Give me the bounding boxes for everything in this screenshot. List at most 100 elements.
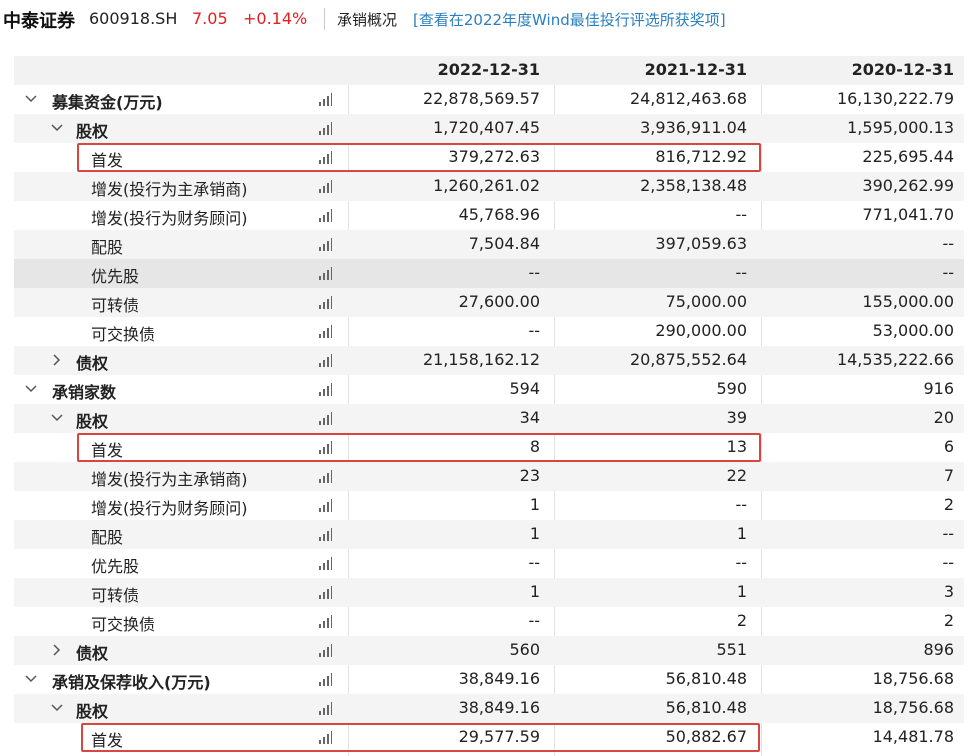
table-cell: 816,712.92: [655, 147, 747, 166]
bar-chart-icon[interactable]: [318, 151, 332, 164]
table-row[interactable]: 可交换债 -- 2 2: [14, 607, 964, 636]
bar-chart-icon[interactable]: [318, 93, 332, 106]
bar-chart-icon[interactable]: [318, 673, 332, 686]
table-row[interactable]: 股权 38,849.16 56,810.48 18,756.68: [14, 694, 964, 723]
table-cell: 3,936,911.04: [640, 118, 747, 137]
award-link[interactable]: [查看在2022年度Wind最佳投行评选所获奖项]: [413, 11, 726, 29]
table-cell: 2: [736, 611, 747, 630]
table-cell: --: [528, 263, 540, 282]
chevron-right-icon[interactable]: [50, 643, 64, 657]
table-row[interactable]: 优先股 -- -- --: [14, 549, 964, 578]
bar-chart-icon[interactable]: [318, 731, 332, 744]
bar-chart-icon[interactable]: [318, 499, 332, 512]
bar-chart-icon[interactable]: [318, 122, 332, 135]
row-label: 配股: [91, 238, 124, 257]
table-cell: 18,756.68: [872, 669, 954, 688]
stock-code: 600918.SH: [89, 9, 178, 28]
bar-chart-icon[interactable]: [318, 702, 332, 715]
table-row[interactable]: 股权 1,720,407.45 3,936,911.04 1,595,000.13: [14, 114, 964, 143]
table-cell: 916: [923, 379, 954, 398]
column-header[interactable]: 2020-12-31: [851, 60, 954, 79]
table-row[interactable]: 首发 379,272.63 816,712.92 225,695.44: [14, 143, 964, 172]
table-cell: 290,000.00: [655, 321, 747, 340]
bar-chart-icon[interactable]: [318, 586, 332, 599]
row-label: 配股: [91, 528, 124, 547]
row-label: 股权: [76, 122, 109, 141]
table-cell: 22: [726, 466, 747, 485]
table-cell: --: [735, 205, 747, 224]
table-cell: 53,000.00: [872, 321, 954, 340]
row-label: 可交换债: [91, 615, 156, 634]
table-row[interactable]: 可转债 27,600.00 75,000.00 155,000.00: [14, 288, 964, 317]
chevron-down-icon[interactable]: [24, 92, 38, 106]
bar-chart-icon[interactable]: [318, 325, 332, 338]
table-header-row: 2022-12-31 2021-12-31 2020-12-31: [14, 56, 964, 85]
table-cell: 7: [943, 466, 954, 485]
chevron-down-icon[interactable]: [24, 382, 38, 396]
table-cell: 56,810.48: [665, 669, 747, 688]
table-cell: 38,849.16: [458, 669, 540, 688]
row-label: 债权: [76, 644, 109, 663]
bar-chart-icon[interactable]: [318, 528, 332, 541]
bar-chart-icon[interactable]: [318, 354, 332, 367]
table-row[interactable]: 增发(投行为主承销商) 1,260,261.02 2,358,138.48 390,2…: [14, 172, 964, 201]
table-row[interactable]: 承销及保荐收入(万元) 38,849.16 56,810.48 18,756.68: [14, 665, 964, 694]
chevron-down-icon[interactable]: [50, 701, 64, 715]
bar-chart-icon[interactable]: [318, 296, 332, 309]
table-row[interactable]: 增发(投行为财务顾问) 1 -- 2: [14, 491, 964, 520]
table-cell: 1,595,000.13: [847, 118, 954, 137]
bar-chart-icon[interactable]: [318, 644, 332, 657]
price-change: +0.14%: [243, 9, 308, 28]
table-row[interactable]: 增发(投行为主承销商) 23 22 7: [14, 462, 964, 491]
table-row[interactable]: 配股 7,504.84 397,059.63 --: [14, 230, 964, 259]
row-label: 优先股: [91, 557, 140, 576]
table-row[interactable]: 首发 29,577.59 50,882.67 14,481.78: [14, 723, 964, 752]
table-cell: 20,875,552.64: [629, 350, 747, 369]
section-title: 承销概况: [337, 11, 398, 29]
table-cell: 551: [716, 640, 747, 659]
table-cell: 45,768.96: [458, 205, 540, 224]
table-row[interactable]: 首发 8 13 6: [14, 433, 964, 462]
column-header[interactable]: 2022-12-31: [437, 60, 540, 79]
table-cell: 1: [736, 524, 747, 543]
row-label: 首发: [91, 731, 124, 750]
bar-chart-icon[interactable]: [318, 209, 332, 222]
table-cell: 2,358,138.48: [640, 176, 747, 195]
table-cell: 14,481.78: [872, 727, 954, 746]
chevron-down-icon[interactable]: [50, 411, 64, 425]
bar-chart-icon[interactable]: [318, 557, 332, 570]
table-row[interactable]: 债权 560 551 896: [14, 636, 964, 665]
table-row[interactable]: 股权 34 39 20: [14, 404, 964, 433]
bar-chart-icon[interactable]: [318, 441, 332, 454]
table-cell: 1: [529, 524, 540, 543]
table-cell: 590: [716, 379, 747, 398]
table-row[interactable]: 募集资金(万元) 22,878,569.57 24,812,463.68 16,130…: [14, 85, 964, 114]
table-cell: --: [528, 553, 540, 572]
table-cell: 7,504.84: [468, 234, 540, 253]
table-cell: 18,756.68: [872, 698, 954, 717]
table-row[interactable]: 增发(投行为财务顾问) 45,768.96 -- 771,041.70: [14, 201, 964, 230]
bar-chart-icon[interactable]: [318, 412, 332, 425]
bar-chart-icon[interactable]: [318, 238, 332, 251]
row-label: 首发: [91, 151, 124, 170]
bar-chart-icon[interactable]: [318, 383, 332, 396]
bar-chart-icon[interactable]: [318, 180, 332, 193]
table-cell: 16,130,222.79: [836, 89, 954, 108]
chevron-down-icon[interactable]: [50, 121, 64, 135]
table-row[interactable]: 可交换债 -- 290,000.00 53,000.00: [14, 317, 964, 346]
bar-chart-icon[interactable]: [318, 470, 332, 483]
table-cell: --: [735, 263, 747, 282]
table-cell: --: [942, 234, 954, 253]
chevron-down-icon[interactable]: [24, 672, 38, 686]
table-row[interactable]: 债权 21,158,162.12 20,875,552.64 14,535,222.6…: [14, 346, 964, 375]
row-label: 增发(投行为财务顾问): [91, 209, 248, 228]
bar-chart-icon[interactable]: [318, 267, 332, 280]
table-row[interactable]: 承销家数 594 590 916: [14, 375, 964, 404]
chevron-right-icon[interactable]: [50, 353, 64, 367]
table-row[interactable]: 可转债 1 1 3: [14, 578, 964, 607]
table-row[interactable]: 优先股 -- -- --: [14, 259, 964, 288]
column-header[interactable]: 2021-12-31: [644, 60, 747, 79]
table-cell: 56,810.48: [665, 698, 747, 717]
table-row[interactable]: 配股 1 1 --: [14, 520, 964, 549]
bar-chart-icon[interactable]: [318, 615, 332, 628]
